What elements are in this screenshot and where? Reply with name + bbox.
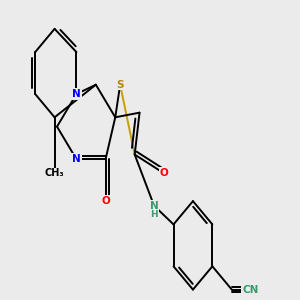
Text: CN: CN — [242, 285, 258, 295]
Text: N: N — [72, 89, 81, 99]
Text: S: S — [116, 80, 124, 90]
Text: N: N — [72, 154, 81, 164]
Text: O: O — [159, 168, 168, 178]
Text: CH₃: CH₃ — [45, 168, 64, 178]
Text: N: N — [150, 201, 158, 211]
Text: H: H — [150, 210, 158, 219]
Text: O: O — [101, 196, 110, 206]
